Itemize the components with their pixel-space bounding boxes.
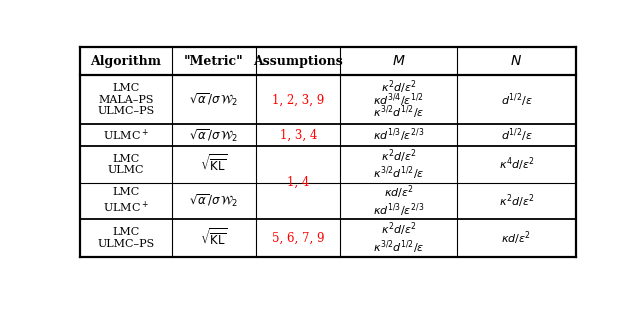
Text: $\kappa^2 d/\varepsilon^2$: $\kappa^2 d/\varepsilon^2$ <box>381 79 417 96</box>
Text: $\kappa^2 d/\varepsilon^2$: $\kappa^2 d/\varepsilon^2$ <box>381 147 417 165</box>
Text: "Metric": "Metric" <box>184 55 244 68</box>
Text: $\kappa^2 d/\varepsilon^2$: $\kappa^2 d/\varepsilon^2$ <box>499 192 534 210</box>
Text: $M$: $M$ <box>392 54 406 68</box>
Text: $\kappa d/\varepsilon^2$: $\kappa d/\varepsilon^2$ <box>383 184 413 201</box>
Text: $\sqrt{\overline{\mathrm{KL}}}$: $\sqrt{\overline{\mathrm{KL}}}$ <box>200 228 228 248</box>
Text: $\kappa d/\varepsilon^2$: $\kappa d/\varepsilon^2$ <box>502 229 531 247</box>
Text: $\kappa d^{1/3}/\varepsilon^{2/3}$: $\kappa d^{1/3}/\varepsilon^{2/3}$ <box>373 126 424 144</box>
Text: LMC
ULMC–PS: LMC ULMC–PS <box>97 227 154 249</box>
Text: $\kappa^{3/2}d^{1/2}/\varepsilon$: $\kappa^{3/2}d^{1/2}/\varepsilon$ <box>373 104 424 121</box>
Text: $\kappa d^{1/3}/\varepsilon^{2/3}$: $\kappa d^{1/3}/\varepsilon^{2/3}$ <box>373 201 424 219</box>
Text: $\sqrt{\alpha}/\sigma\,\mathcal{W}_2$: $\sqrt{\alpha}/\sigma\,\mathcal{W}_2$ <box>189 193 239 209</box>
Text: $\sqrt{\alpha}/\sigma\,\mathcal{W}_2$: $\sqrt{\alpha}/\sigma\,\mathcal{W}_2$ <box>189 127 239 144</box>
Text: $\sqrt{\overline{\mathrm{KL}}}$: $\sqrt{\overline{\mathrm{KL}}}$ <box>200 154 228 175</box>
Text: Assumptions: Assumptions <box>253 55 343 68</box>
Text: 5, 6, 7, 9: 5, 6, 7, 9 <box>272 232 324 245</box>
Text: 1, 3, 4: 1, 3, 4 <box>280 129 317 142</box>
Text: LMC
ULMC$^+$: LMC ULMC$^+$ <box>103 187 149 215</box>
Text: $\sqrt{\alpha}/\sigma\,\mathcal{W}_2$: $\sqrt{\alpha}/\sigma\,\mathcal{W}_2$ <box>189 91 239 108</box>
Text: 1, 2, 3, 9: 1, 2, 3, 9 <box>272 93 324 106</box>
Text: $d^{1/2}/\varepsilon$: $d^{1/2}/\varepsilon$ <box>500 91 532 108</box>
Text: 1, 4: 1, 4 <box>287 176 309 189</box>
Text: $\kappa^{3/2}d^{1/2}/\varepsilon$: $\kappa^{3/2}d^{1/2}/\varepsilon$ <box>373 164 424 182</box>
Text: $\kappa d^{3/4}/\varepsilon^{1/2}$: $\kappa d^{3/4}/\varepsilon^{1/2}$ <box>373 91 424 108</box>
Text: ULMC$^+$: ULMC$^+$ <box>103 127 149 143</box>
Text: $\kappa^4 d/\varepsilon^2$: $\kappa^4 d/\varepsilon^2$ <box>499 156 534 173</box>
Text: Algorithm: Algorithm <box>90 55 161 68</box>
Text: LMC
MALA–PS
ULMC–PS: LMC MALA–PS ULMC–PS <box>97 83 154 117</box>
Text: $N$: $N$ <box>511 54 522 68</box>
Text: $\kappa^2 d/\varepsilon^2$: $\kappa^2 d/\varepsilon^2$ <box>381 220 417 238</box>
Text: LMC
ULMC: LMC ULMC <box>108 154 144 175</box>
Text: $\kappa^{3/2}d^{1/2}/\varepsilon$: $\kappa^{3/2}d^{1/2}/\varepsilon$ <box>373 238 424 256</box>
Text: $d^{1/2}/\varepsilon$: $d^{1/2}/\varepsilon$ <box>500 126 532 144</box>
